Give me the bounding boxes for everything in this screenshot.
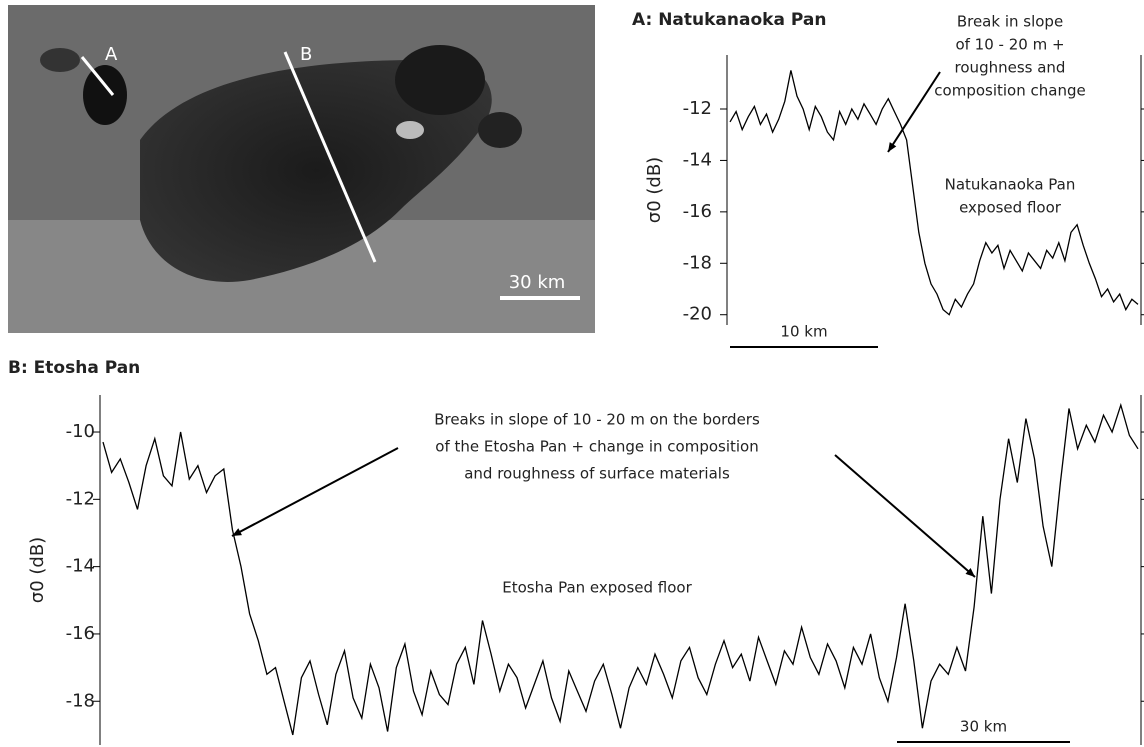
y-tick-label: -18 [683, 252, 712, 273]
y-tick-label: -12 [66, 488, 95, 509]
y-tick-label: -18 [66, 690, 95, 711]
y-axis-label: σ0 (dB) [644, 157, 665, 223]
transect-label: B [300, 44, 312, 65]
annotation: Etosha Pan exposed floor [502, 579, 692, 597]
arrow [231, 447, 399, 537]
annotation: of the Etosha Pan + change in compositio… [435, 438, 758, 456]
y-tick-label: -16 [683, 201, 712, 222]
y-tick-label: -16 [66, 623, 95, 644]
transect-label: A [105, 44, 118, 65]
arrow [834, 454, 976, 578]
arrow-head [888, 142, 897, 152]
chart-title: B: Etosha Pan [8, 358, 140, 378]
annotation: Natukanaoka Pan [945, 176, 1076, 194]
scale-bar-label: 30 km [960, 718, 1007, 736]
y-tick-label: -20 [683, 304, 712, 325]
arrow-head [965, 568, 975, 577]
y-tick-label: -14 [683, 149, 712, 170]
arrow [887, 71, 941, 153]
transect-b [283, 51, 377, 263]
scale-bar-label: 10 km [780, 323, 827, 341]
annotation: roughness and [955, 59, 1066, 77]
scale-bar-label: 30 km [509, 272, 566, 293]
annotation: composition change [934, 82, 1085, 100]
y-tick-label: -14 [66, 556, 95, 577]
annotation: Break in slope [957, 13, 1063, 31]
data-line [102, 402, 1139, 736]
satellite-image [8, 5, 595, 333]
y-tick-label: -10 [66, 421, 95, 442]
annotation: exposed floor [959, 199, 1062, 217]
annotation: Breaks in slope of 10 - 20 m on the bord… [434, 411, 760, 429]
transect-a [80, 56, 115, 96]
annotation: of 10 - 20 m + [955, 36, 1064, 54]
annotation: and roughness of surface materials [464, 465, 730, 483]
data-line [729, 70, 1139, 316]
chart-title: A: Natukanaoka Pan [632, 10, 826, 30]
y-axis-label: σ0 (dB) [27, 537, 48, 603]
arrow-head [232, 528, 242, 536]
y-tick-label: -12 [683, 98, 712, 119]
